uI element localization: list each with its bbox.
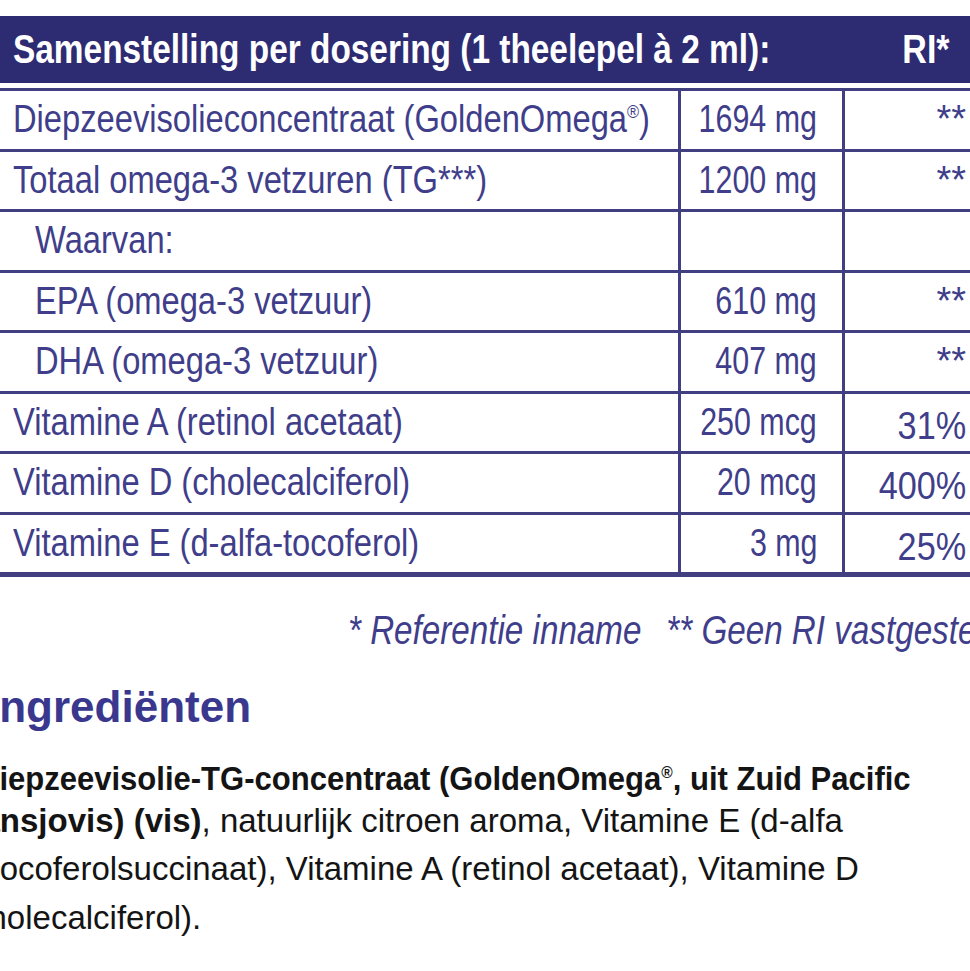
- footnote-ri: * Referentie inname: [348, 608, 641, 652]
- row-amount: 250 mcg: [678, 394, 845, 452]
- table-header-row: Samenstelling per dosering (1 theelepel …: [0, 16, 970, 83]
- table-row: Vitamine D (cholecalciferol)20 mcg400%: [0, 454, 970, 515]
- row-ri: [845, 212, 970, 270]
- table-header-ri: RI*: [894, 27, 970, 72]
- row-ri: 31%: [845, 394, 970, 452]
- row-ri: **: [845, 273, 970, 331]
- table-row: Vitamine A (retinol acetaat)250 mcg31%: [0, 394, 970, 455]
- footnote-geen: ** Geen RI vastgesteld: [666, 608, 970, 652]
- row-amount: 1694 mg: [678, 91, 845, 149]
- row-label: Waarvan:: [0, 212, 678, 270]
- table-row: DHA (omega-3 vetzuur)407 mg**: [0, 333, 970, 394]
- ingredients-heading: Ingrediënten: [0, 682, 251, 732]
- row-label: Vitamine A (retinol acetaat): [0, 394, 678, 452]
- row-amount: 407 mg: [678, 333, 845, 391]
- table-body: Diepzeevisolieconcentraat (GoldenOmega®)…: [0, 88, 970, 577]
- row-ri: 25%: [845, 515, 970, 573]
- row-amount: 20 mcg: [678, 454, 845, 512]
- row-label: EPA (omega-3 vetzuur): [0, 273, 678, 331]
- row-amount: 610 mg: [678, 273, 845, 331]
- row-label: Vitamine D (cholecalciferol): [0, 454, 678, 512]
- table-row: EPA (omega-3 vetzuur)610 mg**: [0, 273, 970, 334]
- row-amount: [678, 212, 845, 270]
- row-label: Totaal omega-3 vetzuren (TG***): [0, 152, 678, 210]
- table-row: Totaal omega-3 vetzuren (TG***)1200 mg**: [0, 152, 970, 213]
- row-label: Diepzeevisolieconcentraat (GoldenOmega®): [0, 91, 678, 149]
- table-row: Diepzeevisolieconcentraat (GoldenOmega®)…: [0, 91, 970, 152]
- ingredients-line: cholecalciferol).: [0, 894, 201, 942]
- ingredients-line: Diepzeevisolie-TG-concentraat (GoldenOme…: [0, 748, 970, 803]
- composition-table: Samenstelling per dosering (1 theelepel …: [0, 16, 970, 577]
- row-ri: 400%: [845, 454, 970, 512]
- row-label: Vitamine E (d-alfa-tocoferol): [0, 515, 678, 573]
- ingredients-line: tocoferolsuccinaat), Vitamine A (retinol…: [0, 845, 859, 893]
- table-row: Vitamine E (d-alfa-tocoferol)3 mg25%: [0, 515, 970, 578]
- row-amount: 1200 mg: [678, 152, 845, 210]
- table-footnote: * Referentie inname ** Geen RI vastgestel…: [348, 606, 970, 654]
- row-label: DHA (omega-3 vetzuur): [0, 333, 678, 391]
- table-header-title: Samenstelling per dosering (1 theelepel …: [0, 27, 894, 72]
- row-amount: 3 mg: [678, 515, 845, 573]
- row-ri: **: [845, 152, 970, 210]
- row-ri: **: [845, 333, 970, 391]
- table-row: Waarvan:: [0, 212, 970, 273]
- ingredients-line: ansjovis) (vis), natuurlijk citroen arom…: [0, 797, 843, 845]
- row-ri: **: [845, 91, 970, 149]
